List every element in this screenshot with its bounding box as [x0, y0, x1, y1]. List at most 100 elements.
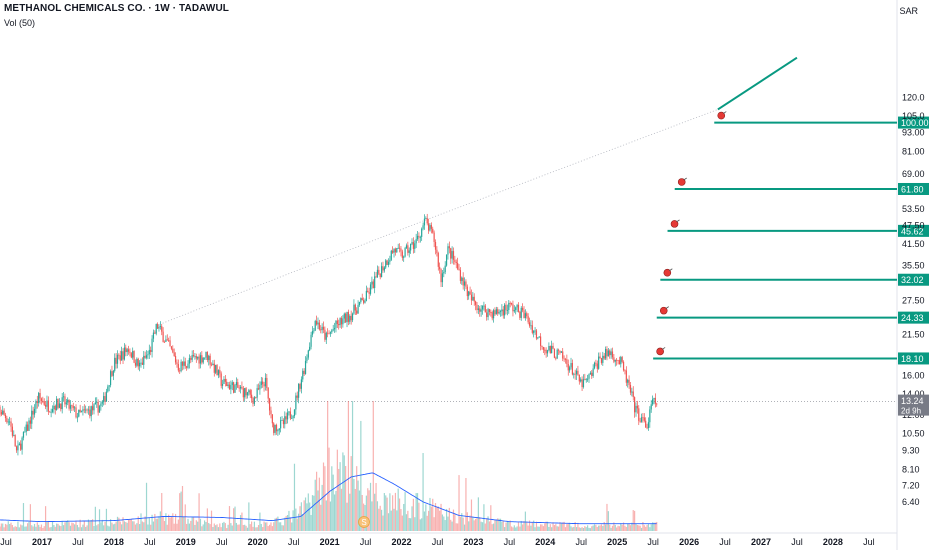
price-axis-tick: 16.00: [902, 370, 925, 380]
candle-body: [6, 418, 8, 423]
time-axis-tick: Jul: [504, 537, 516, 547]
candle-body: [35, 401, 37, 409]
volume-bar: [259, 512, 261, 531]
candle-body: [627, 379, 629, 383]
volume-bar: [300, 502, 302, 531]
candle-body: [183, 361, 185, 366]
volume-bar: [249, 524, 251, 531]
candle-body: [421, 228, 423, 237]
candle-body: [504, 304, 506, 316]
volume-bar: [542, 526, 544, 531]
price-axis-tick: 35.50: [902, 260, 925, 270]
candle-body: [620, 357, 622, 365]
volume-bar: [42, 527, 44, 531]
candle-body: [552, 345, 554, 349]
volume-bar: [628, 523, 630, 531]
volume-bar: [329, 501, 332, 531]
price-axis-tick: 93.00: [902, 128, 925, 138]
candle-body: [194, 356, 196, 357]
candle-body: [416, 235, 419, 240]
volume-bar: [176, 523, 178, 531]
candle-body: [470, 294, 473, 301]
target-price-label-bg: [898, 352, 929, 365]
candle-body: [57, 398, 59, 408]
candle-body: [497, 309, 499, 314]
volume-bar: [447, 516, 449, 531]
volume-bar: [526, 521, 528, 531]
candle-body: [325, 332, 327, 340]
volume-bar: [638, 525, 640, 531]
volume-bar: [530, 525, 532, 531]
candle-body: [262, 381, 264, 385]
candle-body: [114, 357, 116, 371]
volume-bar: [7, 521, 9, 531]
volume-bar: [390, 510, 392, 531]
volume-bar: [535, 521, 538, 531]
volume-indicator-label[interactable]: Vol (50): [4, 18, 36, 28]
candle-body: [386, 260, 388, 265]
volume-bar: [228, 506, 231, 531]
volume-bar: [560, 523, 562, 531]
candle-body: [577, 370, 579, 375]
volume-bar: [653, 522, 655, 531]
candle-body: [604, 349, 607, 359]
candle-body: [172, 348, 174, 353]
candle-body: [216, 365, 218, 376]
candle-body: [231, 382, 233, 386]
volume-bar: [13, 527, 15, 531]
candle-body: [512, 304, 514, 312]
volume-bar: [199, 518, 202, 531]
volume-bar: [2, 523, 4, 531]
time-axis-tick: 2022: [391, 537, 411, 547]
candle-body: [17, 445, 19, 451]
candle-body: [233, 382, 235, 393]
volume-bar: [318, 477, 320, 531]
volume-bar: [53, 525, 55, 531]
volume-bar: [245, 525, 247, 531]
volume-bar: [263, 521, 265, 531]
candle-body: [339, 318, 341, 326]
candle-body: [651, 399, 654, 405]
volume-bar: [11, 524, 14, 531]
volume-bar: [488, 521, 491, 531]
candle-body: [80, 411, 83, 413]
volume-bar: [587, 525, 589, 531]
candle-body: [282, 420, 285, 425]
volume-bar: [172, 513, 174, 531]
candle-body: [463, 281, 466, 286]
volume-bar: [252, 526, 254, 531]
volume-bar: [600, 524, 603, 531]
candle-body: [617, 359, 619, 361]
volume-bar: [499, 518, 502, 531]
candle-body: [158, 326, 160, 329]
candle-body: [638, 408, 640, 421]
candle-body: [44, 404, 47, 407]
volume-bar: [358, 490, 361, 531]
currency-label[interactable]: SAR: [899, 6, 918, 16]
candle-body: [78, 409, 80, 417]
candle-body: [234, 385, 236, 393]
candle-body: [365, 290, 367, 301]
volume-bar: [551, 527, 553, 531]
candle-body: [289, 411, 291, 419]
candle-body: [444, 265, 446, 273]
candle-body: [611, 351, 614, 358]
volume-bar: [369, 482, 372, 531]
candle-body: [387, 261, 390, 265]
candle-body: [42, 400, 44, 402]
candle-body: [475, 301, 477, 305]
volume-bar: [60, 526, 62, 531]
candle-body: [191, 355, 193, 360]
volume-bar: [534, 527, 536, 531]
candle-body: [15, 446, 18, 451]
volume-bar: [136, 523, 138, 531]
volume-bar: [35, 526, 37, 531]
candle-body: [591, 372, 593, 376]
volume-bar: [280, 522, 282, 531]
volume-bar: [187, 518, 189, 531]
candle-body: [108, 385, 110, 387]
symbol-title[interactable]: METHANOL CHEMICALS CO. · 1W · TADAWUL: [4, 3, 229, 14]
candle-body: [241, 386, 243, 389]
volume-bar: [581, 527, 583, 531]
